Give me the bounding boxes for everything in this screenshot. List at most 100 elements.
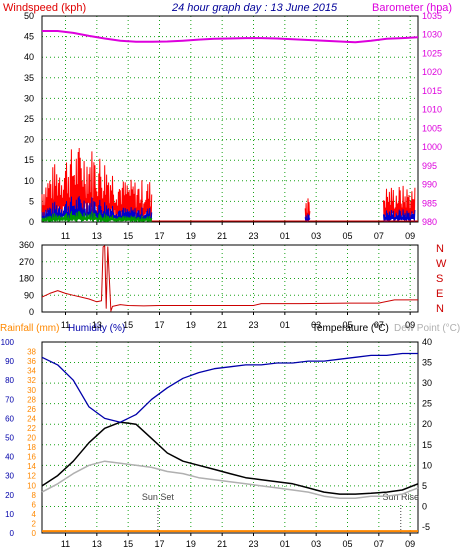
wind-panel-frame (41, 15, 419, 223)
windspeed-axis-label: Windspeed (kph) (3, 2, 86, 14)
rainfall-tick-10: 20 (27, 434, 36, 443)
windspeed-tick-4: 20 (24, 135, 34, 145)
humidity-tick-6: 60 (5, 414, 14, 423)
x-tick-label-0-11: 09 (405, 231, 415, 241)
humidity-tick-5: 50 (5, 434, 14, 443)
windspeed-tick-3: 15 (24, 155, 34, 165)
wind-barometer-panel: 0510152025303540455098098599099510001005… (24, 11, 442, 241)
x-tick-label-2-5: 21 (217, 539, 227, 549)
rainfall-tick-17: 34 (27, 367, 36, 376)
rainfall-tick-9: 18 (27, 443, 36, 452)
humidity-tick-2: 20 (5, 491, 14, 500)
wind-average-burst-1 (304, 213, 311, 222)
rainfall-tick-2: 4 (32, 510, 37, 519)
x-tick-label-2-7: 01 (280, 539, 290, 549)
x-tick-label-1-7: 01 (280, 320, 290, 330)
rainfall-tick-15: 30 (27, 386, 36, 395)
rainfall-tick-14: 28 (27, 395, 36, 404)
temperature-tick-4: 15 (422, 440, 432, 450)
x-tick-label-1-4: 19 (186, 320, 196, 330)
humidity-tick-9: 90 (5, 357, 14, 366)
windspeed-tick-9: 45 (24, 32, 34, 42)
rainfall-tick-0: 0 (32, 529, 37, 538)
marker-label-0: Sun Set (142, 492, 175, 502)
rainfall-axis-label: Rainfall (mm) (0, 323, 59, 334)
x-tick-label-1-3: 17 (154, 320, 164, 330)
x-tick-label-2-2: 15 (123, 539, 133, 549)
temperature-tick-6: 25 (422, 399, 432, 409)
x-tick-label-2-1: 13 (92, 539, 102, 549)
barometer-tick-5: 1005 (422, 123, 442, 133)
barometer-series (42, 30, 419, 44)
rainfall-tick-16: 32 (27, 376, 36, 385)
x-tick-label-2-6: 23 (248, 539, 258, 549)
windspeed-tick-5: 25 (24, 114, 34, 124)
barometer-tick-1: 985 (422, 198, 437, 208)
humidity-tick-0: 0 (10, 529, 15, 538)
x-tick-label-0-1: 13 (92, 231, 102, 241)
x-tick-label-0-8: 03 (311, 231, 321, 241)
rainfall-tick-7: 14 (27, 462, 36, 471)
x-tick-label-1-5: 21 (217, 320, 227, 330)
temperature-tick-8: 35 (422, 358, 432, 368)
windspeed-tick-10: 50 (24, 11, 34, 21)
temperature-tick-1: 0 (422, 501, 427, 511)
barometer-tick-10: 1030 (422, 30, 442, 40)
humidity-tick-10: 100 (1, 338, 15, 347)
temperature-tick-7: 30 (422, 378, 432, 388)
temperature-tick-3: 10 (422, 460, 432, 470)
temperature-tick-9: 40 (422, 337, 432, 347)
wind-gust-burst-0 (41, 147, 153, 223)
graph-title: 24 hour graph day : 13 June 2015 (171, 2, 338, 14)
compass-label-0: N (436, 243, 444, 255)
windspeed-tick-1: 5 (29, 196, 34, 206)
humidity-tick-4: 40 (5, 453, 14, 462)
windspeed-tick-6: 30 (24, 93, 34, 103)
x-tick-label-1-10: 07 (374, 320, 384, 330)
temperature-axis-label: Temperature (°C) (312, 323, 389, 334)
rainfall-tick-11: 22 (27, 424, 36, 433)
direction-tick-4: 360 (19, 240, 34, 250)
dew-point-series (41, 460, 419, 499)
x-tick-label-0-9: 05 (342, 231, 352, 241)
barometer-tick-9: 1025 (422, 48, 442, 58)
x-tick-label-1-1: 13 (92, 320, 102, 330)
rainfall-tick-8: 16 (27, 453, 36, 462)
x-tick-label-1-2: 15 (123, 320, 133, 330)
wind-low-burst-0 (41, 210, 153, 223)
humidity-tick-8: 80 (5, 376, 14, 385)
x-tick-label-2-0: 11 (61, 539, 70, 549)
wind-direction-series (41, 245, 418, 312)
x-tick-label-1-9: 05 (342, 320, 352, 330)
barometer-tick-8: 1020 (422, 67, 442, 77)
dewpoint-axis-label: Dew Point (°C) (394, 323, 460, 334)
x-tick-label-2-9: 05 (342, 539, 352, 549)
x-tick-label-0-3: 17 (154, 231, 164, 241)
temperature-humidity-panel: 0102030405060708090100024681012141618202… (1, 337, 432, 549)
rainfall-tick-13: 26 (27, 405, 36, 414)
humidity-tick-7: 70 (5, 395, 14, 404)
temperature-tick-0: -5 (422, 522, 430, 532)
wind-gust-burst-2 (383, 185, 416, 222)
barometer-tick-11: 1035 (422, 11, 442, 21)
direction-panel-frame (41, 244, 419, 313)
windspeed-tick-2: 10 (24, 176, 34, 186)
rainfall-tick-3: 6 (32, 500, 37, 509)
rainfall-tick-6: 12 (27, 472, 36, 481)
barometer-tick-0: 980 (422, 217, 437, 227)
x-tick-label-2-3: 17 (154, 539, 164, 549)
x-tick-label-0-2: 15 (123, 231, 133, 241)
x-tick-label-0-4: 19 (186, 231, 196, 241)
x-tick-label-1-8: 03 (311, 320, 321, 330)
x-tick-label-1-0: 11 (61, 320, 70, 330)
x-tick-label-2-8: 03 (311, 539, 321, 549)
x-tick-label-1-11: 09 (405, 320, 415, 330)
windspeed-tick-7: 35 (24, 73, 34, 83)
x-tick-label-2-10: 07 (374, 539, 384, 549)
compass-label-3: E (436, 288, 443, 300)
humidity-axis-label: Humidity (%) (68, 323, 125, 334)
temperature-tick-2: 5 (422, 481, 427, 491)
rainfall-tick-4: 8 (32, 491, 37, 500)
x-tick-label-0-6: 23 (248, 231, 258, 241)
